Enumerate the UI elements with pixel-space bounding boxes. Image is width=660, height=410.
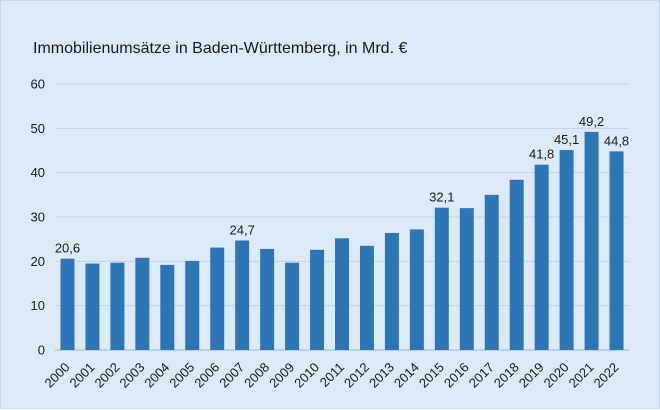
y-tick-label: 20 (31, 254, 45, 269)
bar (609, 151, 624, 350)
bar (335, 238, 349, 350)
bar (85, 263, 100, 350)
x-tick-label: 2010 (291, 360, 322, 391)
x-tick-label: 2007 (216, 360, 247, 391)
bar (484, 194, 499, 350)
x-tick-label: 2019 (516, 360, 547, 391)
x-tick-label: 2000 (42, 360, 73, 391)
data-label: 20,6 (55, 241, 80, 256)
x-tick-label: 2008 (241, 360, 272, 391)
y-tick-label: 60 (31, 77, 45, 92)
bar (185, 260, 200, 350)
bar (285, 262, 300, 350)
y-tick-label: 40 (31, 165, 45, 180)
x-tick-label: 2005 (166, 360, 197, 391)
bar (359, 245, 374, 350)
x-tick-label: 2020 (541, 360, 572, 391)
x-tick-label: 2001 (66, 360, 97, 391)
x-tick-label: 2021 (566, 360, 597, 391)
data-label: 44,8 (604, 133, 629, 148)
x-tick-label: 2022 (591, 360, 622, 391)
data-label: 41,8 (529, 147, 554, 162)
bar (110, 262, 125, 350)
bar (260, 248, 275, 350)
bar (160, 264, 175, 350)
y-tick-label: 30 (31, 210, 45, 225)
x-tick-label: 2017 (466, 360, 497, 391)
data-labels: 20,6 24,7 32,1 41,845,149,244,8 (55, 114, 629, 256)
x-tick-label: 2006 (191, 360, 222, 391)
bar (434, 207, 449, 350)
y-tick-label: 10 (31, 298, 45, 313)
bar (559, 150, 574, 350)
bar (210, 247, 225, 350)
bar (384, 232, 399, 350)
y-tick-label: 0 (38, 343, 45, 358)
x-tick-label: 2003 (116, 360, 147, 391)
bar (459, 208, 474, 350)
bar (60, 258, 75, 350)
x-tick-label: 2013 (366, 360, 397, 391)
bar (409, 229, 424, 350)
bar (235, 240, 250, 350)
bar (584, 131, 599, 350)
data-label: 32,1 (429, 190, 454, 205)
bar (509, 179, 524, 350)
data-label: 24,7 (230, 222, 255, 237)
chart-title: Immobilienumsätze in Baden-Württemberg, … (33, 40, 407, 57)
x-tick-label: 2018 (491, 360, 522, 391)
x-tick-label: 2009 (266, 360, 297, 391)
x-tick-label: 2004 (141, 360, 172, 391)
bars (60, 131, 624, 350)
data-label: 45,1 (554, 132, 579, 147)
x-tick-label: 2014 (391, 360, 422, 391)
x-tick-label: 2016 (441, 360, 472, 391)
x-axis-ticks: 2000200120022003200420052006200720082009… (42, 360, 622, 391)
bar (534, 164, 549, 350)
y-axis-ticks: 0 10 20 30 40 50 60 (31, 77, 45, 358)
x-tick-label: 2012 (341, 360, 372, 391)
x-tick-label: 2015 (416, 360, 447, 391)
x-tick-label: 2011 (317, 360, 347, 390)
bar (135, 257, 150, 350)
x-tick-label: 2002 (91, 360, 122, 391)
bar (310, 249, 325, 350)
data-label: 49,2 (579, 114, 604, 129)
y-tick-label: 50 (31, 121, 45, 136)
